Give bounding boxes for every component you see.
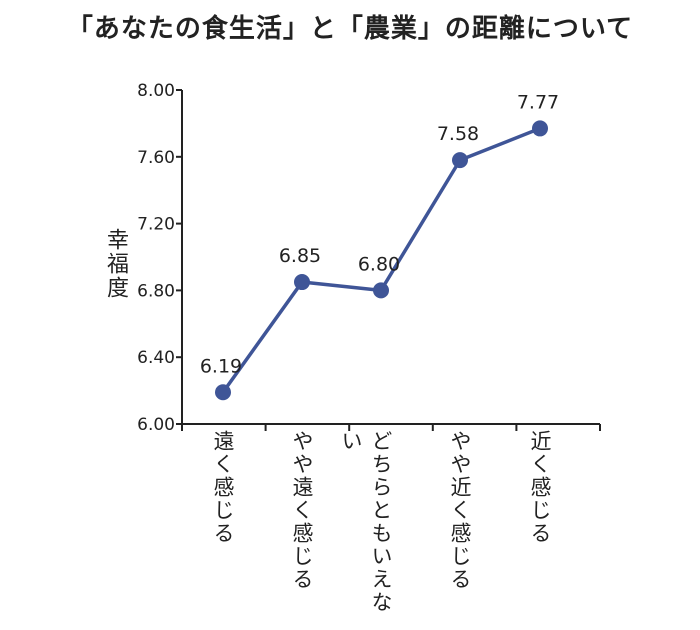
data-point — [452, 152, 468, 169]
data-label: 6.19 — [200, 355, 242, 377]
series — [215, 120, 548, 401]
chart-title: 「あなたの食生活」と「農業」の距離について — [66, 14, 634, 44]
data-point — [532, 120, 548, 137]
x-tick-label: どちらともいえない — [339, 430, 393, 614]
data-point — [294, 274, 310, 291]
x-tick-label: 近く感じる — [528, 430, 552, 545]
data-label: 6.80 — [358, 253, 400, 275]
x-tick-label: やや近く感じる — [448, 430, 472, 591]
data-label: 7.58 — [437, 123, 479, 145]
x-tick-label: 遠く感じる — [211, 430, 235, 545]
data-labels: 6.19 6.85 6.80 7.58 7.77 — [200, 91, 559, 377]
data-point — [373, 282, 389, 299]
y-ticks: 6.00 6.40 6.80 7.20 7.60 8.00 — [137, 81, 182, 435]
x-tick-label: やや遠く感じる — [290, 430, 314, 591]
y-tick-label: 7.60 — [137, 148, 175, 168]
axes — [181, 90, 601, 431]
y-tick-label: 6.00 — [137, 415, 175, 435]
y-tick-label: 6.40 — [137, 348, 175, 368]
data-label: 6.85 — [279, 245, 321, 267]
y-tick-label: 8.00 — [137, 81, 175, 101]
data-point — [215, 384, 231, 401]
data-label: 7.77 — [517, 91, 559, 113]
y-tick-label: 7.20 — [137, 215, 175, 235]
y-axis-label: 幸福度 — [103, 228, 128, 300]
y-tick-label: 6.80 — [137, 281, 175, 301]
